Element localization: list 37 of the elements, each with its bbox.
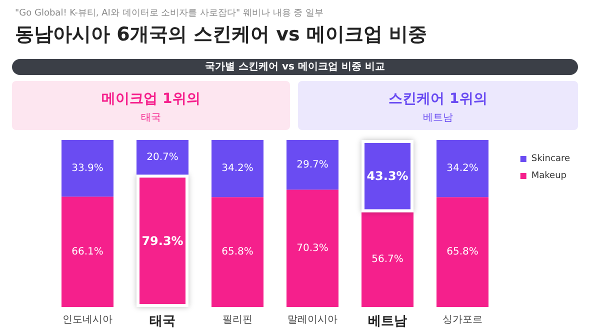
bar <box>136 140 188 175</box>
text: 태국 <box>141 112 161 124</box>
text: 메이크업 1위의 <box>102 91 200 107</box>
bar <box>62 140 114 197</box>
x-tick-label: 인도네시아 <box>62 314 112 326</box>
bar <box>212 197 264 307</box>
data-label: 70.3% <box>296 242 328 254</box>
bar <box>286 140 338 190</box>
legend-label: Skincare <box>531 154 570 164</box>
data-label: 29.7% <box>296 159 328 170</box>
text: 스킨케어 1위의 <box>388 91 488 107</box>
data-label: 34.2% <box>446 163 478 174</box>
bar <box>436 197 488 307</box>
data-label: 20.7% <box>146 152 178 163</box>
x-tick-label: 베트남 <box>368 314 407 329</box>
legend-label: Makeup <box>531 171 567 181</box>
bar <box>362 212 414 307</box>
x-tick-label: 말레이시아 <box>288 314 338 326</box>
x-tick-label: 태국 <box>150 314 176 329</box>
data-label: 65.8% <box>446 246 478 258</box>
bar <box>212 140 264 198</box>
data-label: 43.3% <box>366 169 408 184</box>
x-tick-label: 필리핀 <box>222 314 252 326</box>
bar <box>436 140 488 198</box>
data-label: 56.7% <box>372 254 404 266</box>
bar <box>62 196 114 307</box>
data-label: 34.2% <box>222 163 254 174</box>
chart-title: 동남아시아 6개국의 스킨케어 vs 메이크업 비중 <box>15 24 427 46</box>
data-label: 33.9% <box>72 162 104 174</box>
text: 국가별 스킨케어 vs 메이크업 비중 비교 <box>205 62 385 72</box>
data-label: 65.8% <box>222 246 254 258</box>
chart-subtitle: "Go Global! K-뷰티, AI와 데이터로 소비자를 사로잡다" 웨비나 내용 중 일부 <box>15 8 324 18</box>
x-tick-label: 싱가포르 <box>442 314 482 326</box>
data-label: 79.3% <box>142 234 184 248</box>
data-label: 66.1% <box>72 246 104 258</box>
text: 베트남 <box>423 112 453 124</box>
bar <box>286 190 338 307</box>
